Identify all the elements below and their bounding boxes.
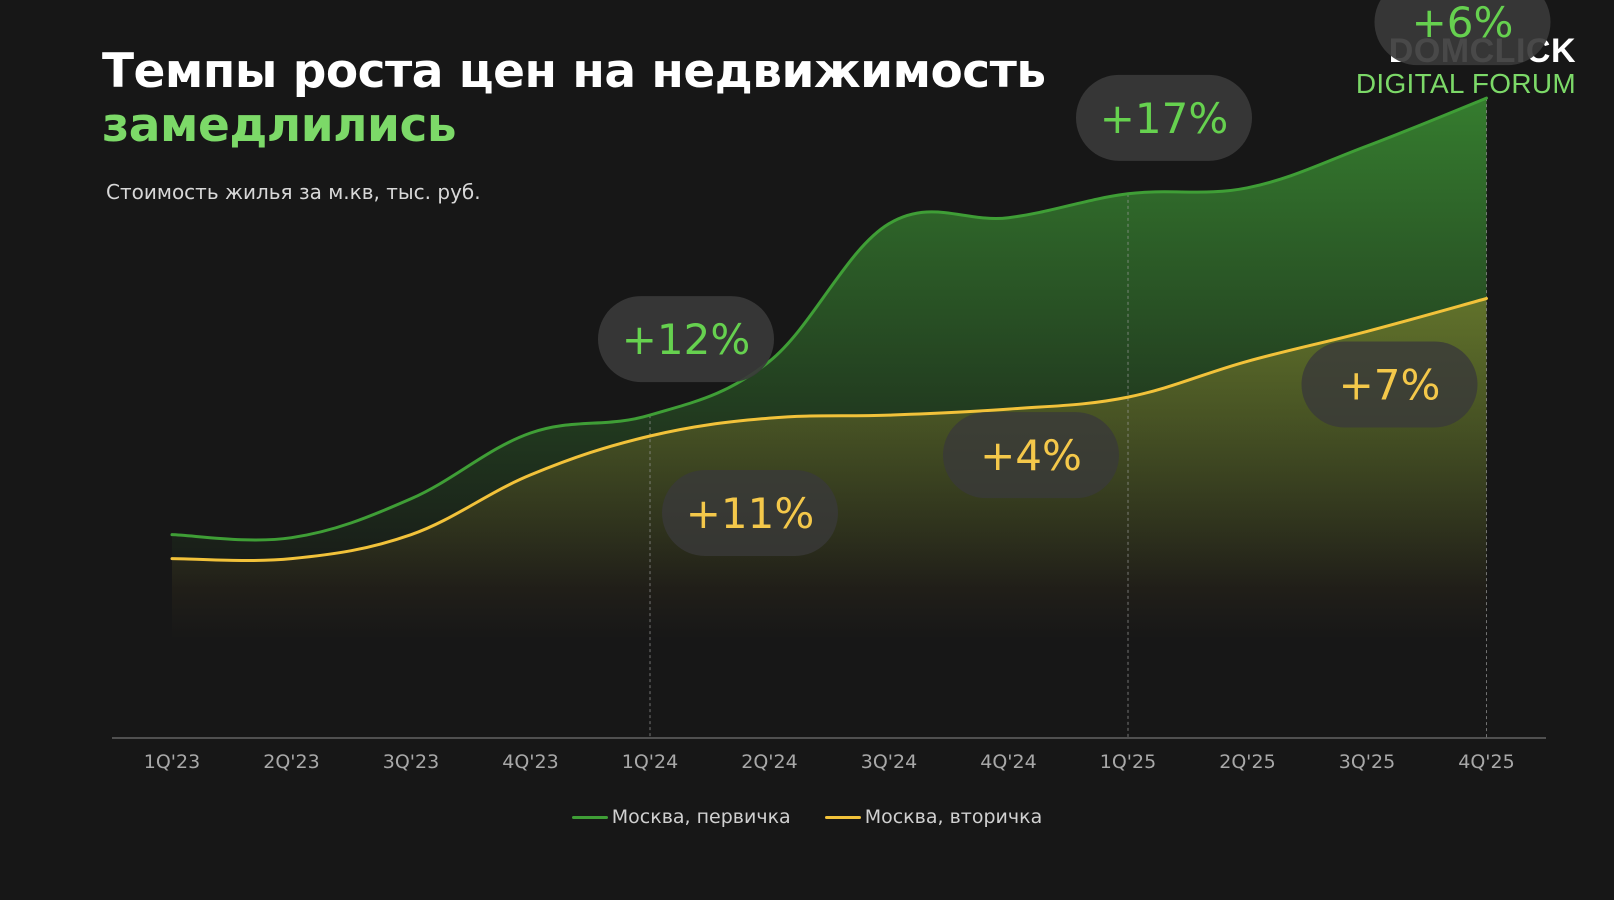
title-line2: замедлились	[102, 98, 457, 153]
series-line-1	[170, 297, 1488, 562]
x-tick-label: 1Q'25	[1100, 751, 1156, 773]
x-tick-label: 2Q'24	[741, 751, 797, 773]
annotation-bg	[598, 296, 774, 383]
series-line-0	[170, 96, 1488, 542]
annotation-bubble: +12%	[598, 296, 774, 383]
x-tick-label: 3Q'25	[1339, 751, 1395, 773]
title-line1: Темпы роста цен на недвижимость	[102, 44, 1046, 99]
annotation-label: +11%	[686, 489, 815, 538]
logo-event: DIGITAL FORUM	[1355, 68, 1576, 99]
annotation-bg	[1076, 74, 1252, 161]
annotation-bg	[1301, 341, 1478, 428]
x-tick-label: 3Q'23	[383, 751, 439, 773]
legend-item-secondary: Москва, вторичка	[824, 806, 1043, 828]
annotation-label: +7%	[1339, 360, 1441, 409]
legend-label-secondary: Москва, вторичка	[864, 806, 1043, 828]
x-tick-label: 4Q'25	[1458, 751, 1514, 773]
annotation-bg	[1374, 0, 1551, 66]
series-area-1	[172, 298, 1487, 640]
annotation-label: +17%	[1100, 94, 1229, 143]
annotation-label: +12%	[622, 315, 751, 364]
annotation-bg	[943, 412, 1119, 499]
x-tick-label: 4Q'23	[502, 751, 558, 773]
x-tick-label: 4Q'24	[980, 751, 1036, 773]
x-tick-label: 2Q'23	[263, 751, 319, 773]
x-tick-label: 3Q'24	[861, 751, 917, 773]
legend-swatch-primary	[571, 815, 608, 819]
annotation-bubble: +4%	[943, 412, 1119, 499]
annotation-bubble: +11%	[662, 470, 838, 557]
legend-swatch-secondary	[824, 815, 861, 819]
annotation-label: +4%	[980, 431, 1082, 480]
chart-subtitle: Стоимость жилья за м.кв, тыс. руб.	[106, 180, 481, 204]
annotation-bubble: +17%	[1076, 74, 1252, 161]
x-tick-label: 1Q'24	[622, 751, 678, 773]
chart-legend: Москва, первичка Москва, вторичка	[0, 806, 1614, 828]
annotation-label: +6%	[1412, 0, 1514, 47]
annotation-bubble: +7%	[1301, 341, 1478, 428]
legend-label-primary: Москва, первичка	[611, 806, 791, 828]
annotation-bg	[662, 470, 838, 557]
annotation-bubble: +6%	[1374, 0, 1551, 66]
x-tick-label: 1Q'23	[144, 751, 200, 773]
x-tick-label: 2Q'25	[1219, 751, 1275, 773]
legend-item-primary: Москва, первичка	[571, 806, 791, 828]
